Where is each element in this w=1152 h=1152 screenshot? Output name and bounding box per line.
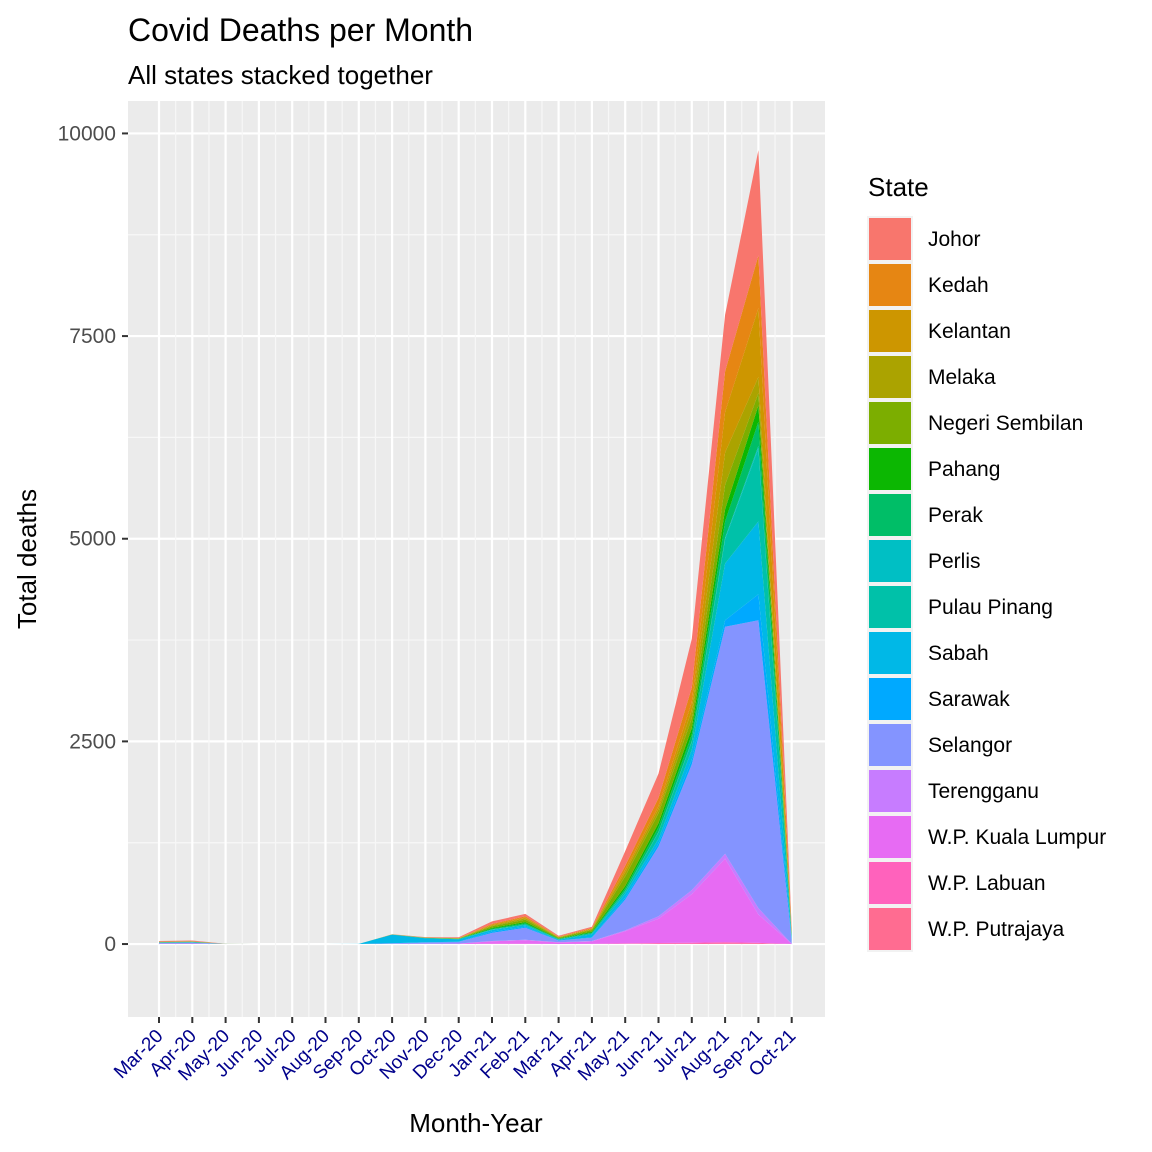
- legend-key: Kedah: [867, 262, 989, 308]
- legend-swatch: [869, 218, 911, 260]
- legend-key: W.P. Putrajaya: [867, 906, 1065, 952]
- legend-swatch: [869, 862, 911, 904]
- chart-subtitle: All states stacked together: [128, 60, 433, 90]
- area-sabah: [159, 521, 792, 944]
- legend-key: W.P. Labuan: [867, 860, 1046, 906]
- y-tick-label: 2500: [69, 730, 116, 753]
- legend-swatch: [869, 908, 911, 950]
- legend-swatch: [869, 816, 911, 858]
- legend-swatch: [869, 586, 911, 628]
- legend-key: W.P. Kuala Lumpur: [867, 814, 1106, 860]
- legend-key: Pulau Pinang: [867, 584, 1053, 630]
- legend-label: Pahang: [928, 458, 1000, 481]
- legend-key: Kelantan: [867, 308, 1011, 354]
- y-tick-label: 0: [104, 933, 116, 956]
- legend-key: Perlis: [867, 538, 981, 584]
- x-axis: Mar-20Apr-20May-20Jun-20Jul-20Aug-20Sep-…: [110, 1017, 800, 1085]
- legend-label: Negeri Sembilan: [928, 412, 1083, 435]
- area-terengganu: [159, 853, 792, 944]
- legend-key: Melaka: [867, 354, 996, 400]
- legend-swatch: [869, 494, 911, 536]
- area-layers: [159, 150, 792, 945]
- legend-swatch: [869, 724, 911, 766]
- legend-swatch: [869, 678, 911, 720]
- legend-label: Pulau Pinang: [928, 596, 1053, 619]
- legend-swatch: [869, 540, 911, 582]
- legend-key: Selangor: [867, 722, 1012, 768]
- legend-label: Kedah: [928, 274, 989, 297]
- legend-swatch: [869, 356, 911, 398]
- legend-label: Selangor: [928, 734, 1012, 757]
- legend-swatch: [869, 402, 911, 444]
- legend: State Johor Kedah Kelantan Melaka Negeri Sem…: [867, 172, 1106, 952]
- legend-swatch: [869, 264, 911, 306]
- legend-label: Kelantan: [928, 320, 1011, 343]
- legend-label: Johor: [928, 228, 981, 251]
- legend-key: Pahang: [867, 446, 1000, 492]
- y-axis: 0 2500 5000 7500 10000: [58, 122, 128, 956]
- area-w-p-labuan: [159, 942, 792, 944]
- legend-key: Sabah: [867, 630, 989, 676]
- legend-swatch: [869, 448, 911, 490]
- legend-label: Melaka: [928, 366, 996, 389]
- legend-label: Sabah: [928, 642, 989, 665]
- y-axis-title: Total deaths: [12, 489, 42, 629]
- area-w-p-kuala-lumpur: [159, 858, 792, 944]
- legend-key: Negeri Sembilan: [867, 400, 1083, 446]
- legend-swatch: [869, 310, 911, 352]
- legend-key: Perak: [867, 492, 983, 538]
- legend-key: Terengganu: [867, 768, 1039, 814]
- legend-label: W.P. Kuala Lumpur: [928, 826, 1106, 849]
- legend-label: Perak: [928, 504, 983, 527]
- legend-title: State: [868, 172, 929, 202]
- legend-label: Perlis: [928, 550, 981, 573]
- chart-title: Covid Deaths per Month: [128, 12, 473, 48]
- legend-label: Sarawak: [928, 688, 1010, 711]
- y-tick-label: 10000: [58, 122, 116, 145]
- legend-label: Terengganu: [928, 780, 1039, 803]
- x-axis-title: Month-Year: [409, 1108, 543, 1138]
- legend-key: Sarawak: [867, 676, 1010, 722]
- area-w-p-putrajaya: [159, 943, 792, 944]
- legend-label: W.P. Labuan: [928, 872, 1046, 895]
- y-tick-label: 5000: [69, 528, 116, 551]
- area-selangor: [159, 620, 792, 944]
- legend-swatch: [869, 632, 911, 674]
- legend-label: W.P. Putrajaya: [928, 918, 1065, 941]
- y-tick-label: 7500: [69, 325, 116, 348]
- legend-key: Johor: [867, 216, 981, 262]
- legend-swatch: [869, 770, 911, 812]
